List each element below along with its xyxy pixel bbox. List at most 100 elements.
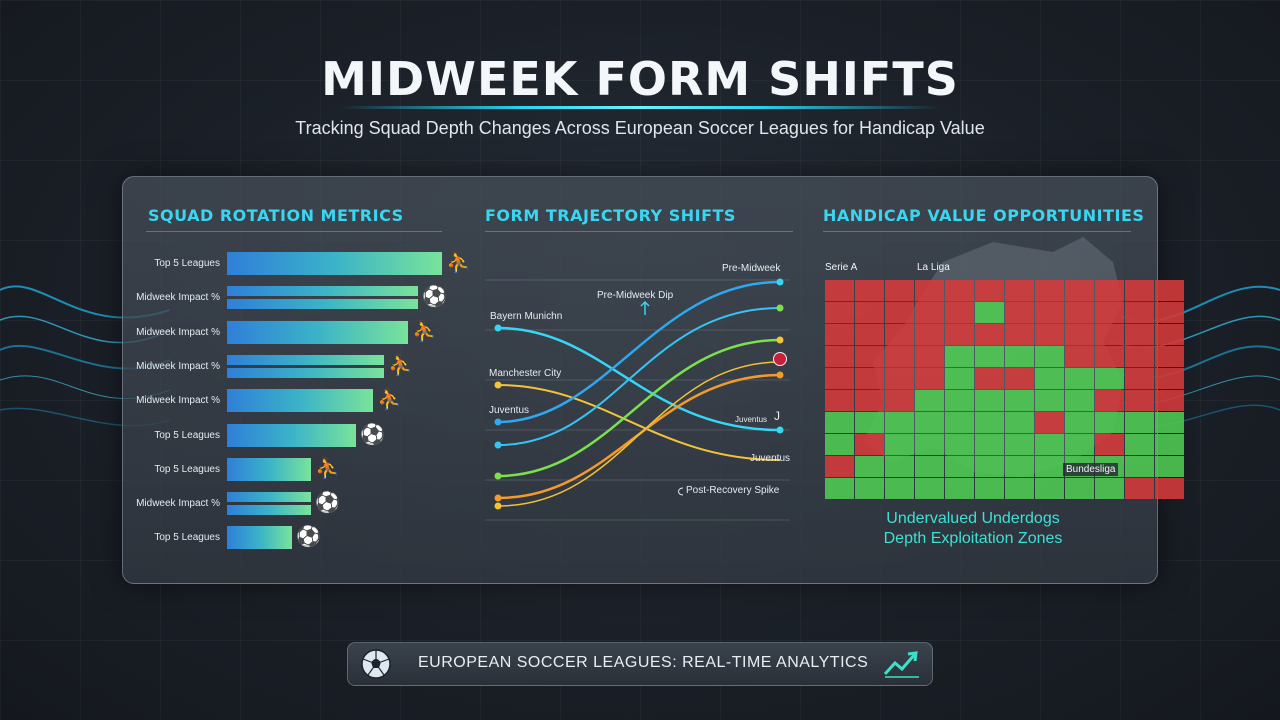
heatmap-cell <box>1035 280 1064 301</box>
player-icon: ⛹ <box>446 252 471 274</box>
heatmap-cell <box>1065 478 1094 499</box>
map-note-underdogs: Undervalued Underdogs <box>886 510 1060 527</box>
heatmap-cell <box>915 280 944 301</box>
heatmap-cell <box>975 434 1004 455</box>
rotation-section-title: SQUAD ROTATION METRICS <box>148 206 404 225</box>
rotation-bar <box>227 457 311 481</box>
heatmap-cell <box>915 412 944 433</box>
heatmap-cell <box>1155 434 1184 455</box>
player-icon: ⛹ <box>388 354 413 377</box>
heatmap-cell <box>1155 324 1184 345</box>
player-icon: ⚽ <box>315 492 340 515</box>
player-icon: ⛹ <box>377 389 402 412</box>
heatmap-cell <box>1155 412 1184 433</box>
label-serie-a: Serie A <box>825 262 858 273</box>
heatmap-cell <box>1095 368 1124 389</box>
heatmap-cell <box>855 434 884 455</box>
heatmap-cell <box>1125 412 1154 433</box>
trajectory-line-manchester <box>497 384 781 461</box>
heatmap-cell <box>975 324 1004 345</box>
heatmap-cell <box>915 302 944 323</box>
heatmap-cell <box>945 478 974 499</box>
bar-label: Midweek Impact % <box>136 395 220 407</box>
heatmap-cell <box>855 280 884 301</box>
bar-label: Top 5 Leagues <box>154 532 220 544</box>
heatmap-cell <box>1065 346 1094 367</box>
rotation-bar <box>227 423 356 447</box>
heatmap-cell <box>1035 478 1064 499</box>
heatmap-cell <box>885 302 914 323</box>
heatmap-cell <box>1125 280 1154 301</box>
player-icon: ⛹ <box>315 457 340 480</box>
heatmap-cell <box>1095 412 1124 433</box>
heatmap-cell <box>1035 456 1064 477</box>
juventus-badge-icon: J <box>774 409 780 423</box>
heatmap-cell <box>1095 390 1124 411</box>
trending-up-icon <box>883 651 919 678</box>
heatmap-cell <box>945 390 974 411</box>
heatmap-cell <box>1125 324 1154 345</box>
footer-text: EUROPEAN SOCCER LEAGUES: REAL-TIME ANALY… <box>418 654 869 671</box>
heatmap-cell <box>1155 280 1184 301</box>
heatmap-cell <box>1065 434 1094 455</box>
heatmap-cell <box>975 478 1004 499</box>
rotation-bar <box>227 505 311 516</box>
heatmap-cell <box>855 478 884 499</box>
heatmap-cell <box>1155 302 1184 323</box>
heatmap-cell <box>1005 456 1034 477</box>
heatmap-cell <box>945 280 974 301</box>
footer-bar <box>347 642 933 686</box>
trajectory-section-rule <box>485 231 793 232</box>
handicap-section-rule <box>823 231 1131 232</box>
heatmap-cell <box>1035 324 1064 345</box>
heatmap-cell <box>1155 368 1184 389</box>
heatmap-cell <box>1125 456 1154 477</box>
heatmap-cell <box>825 302 854 323</box>
heatmap-cell <box>1125 478 1154 499</box>
heatmap-cell <box>855 324 884 345</box>
heatmap-cell <box>915 390 944 411</box>
heatmap-cell <box>1035 302 1064 323</box>
label-bundesliga: Bundesliga <box>1063 463 1119 476</box>
heatmap-cell <box>915 346 944 367</box>
heatmap-cell <box>1035 434 1064 455</box>
heatmap-cell <box>1065 302 1094 323</box>
heatmap-cell <box>1155 478 1184 499</box>
heatmap-cell <box>1035 412 1064 433</box>
heatmap-cell <box>975 412 1004 433</box>
label-la-liga: La Liga <box>917 262 950 273</box>
bar-label: Midweek Impact % <box>136 292 220 304</box>
heatmap-cell <box>915 434 944 455</box>
heatmap-cell <box>1035 390 1064 411</box>
heatmap-cell <box>825 346 854 367</box>
heatmap-cell <box>885 346 914 367</box>
player-icon: ⚽ <box>296 526 321 549</box>
heatmap-cell <box>855 302 884 323</box>
rotation-bar <box>227 252 442 275</box>
bar-label: Top 5 Leagues <box>154 429 220 441</box>
heatmap-cell <box>945 456 974 477</box>
bar-label: Top 5 Leagues <box>154 463 220 475</box>
heatmap-cell <box>915 324 944 345</box>
heatmap-cell <box>885 456 914 477</box>
bar-label: Midweek Impact % <box>136 326 220 338</box>
bar-label: Midweek Impact % <box>136 360 220 372</box>
heatmap-cell <box>1095 478 1124 499</box>
page-title: MIDWEEK FORM SHIFTS <box>321 52 959 106</box>
heatmap-cell <box>885 478 914 499</box>
page-subtitle: Tracking Squad Depth Changes Across Euro… <box>295 118 985 138</box>
heatmap-cell <box>975 302 1004 323</box>
heatmap-cell <box>945 302 974 323</box>
heatmap-cell <box>1065 412 1094 433</box>
heatmap-cell <box>1035 368 1064 389</box>
label-juventus-right-bottom: Juventus <box>750 453 791 464</box>
heatmap-cell <box>945 346 974 367</box>
rotation-bar <box>227 286 418 297</box>
heatmap-cell <box>1125 390 1154 411</box>
heatmap-cell <box>1005 346 1034 367</box>
heatmap-cell <box>855 368 884 389</box>
rotation-bar <box>227 526 292 550</box>
rotation-bar <box>227 354 384 365</box>
heatmap-cell <box>1095 346 1124 367</box>
heatmap-cell <box>1005 302 1034 323</box>
